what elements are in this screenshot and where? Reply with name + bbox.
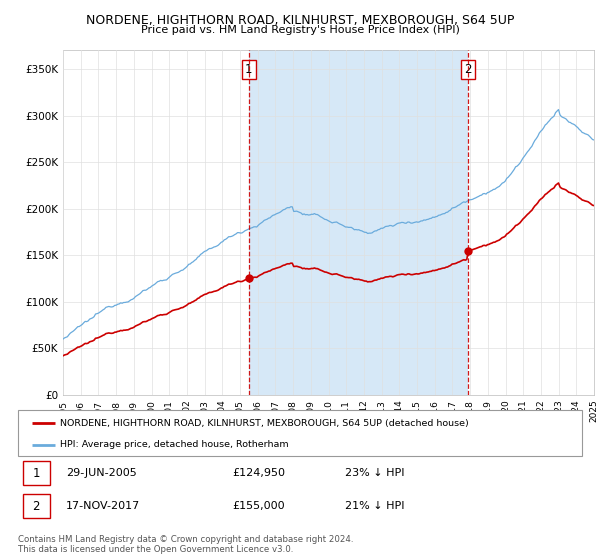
Text: 1: 1: [245, 63, 253, 76]
Text: 29-JUN-2005: 29-JUN-2005: [66, 468, 137, 478]
Text: 21% ↓ HPI: 21% ↓ HPI: [345, 501, 404, 511]
Text: 23% ↓ HPI: 23% ↓ HPI: [345, 468, 404, 478]
Text: Contains HM Land Registry data © Crown copyright and database right 2024.
This d: Contains HM Land Registry data © Crown c…: [18, 535, 353, 554]
FancyBboxPatch shape: [23, 494, 50, 519]
Text: NORDENE, HIGHTHORN ROAD, KILNHURST, MEXBOROUGH, S64 5UP (detached house): NORDENE, HIGHTHORN ROAD, KILNHURST, MEXB…: [60, 419, 469, 428]
FancyBboxPatch shape: [18, 410, 582, 456]
Text: 17-NOV-2017: 17-NOV-2017: [66, 501, 140, 511]
Text: £155,000: £155,000: [232, 501, 285, 511]
Text: HPI: Average price, detached house, Rotherham: HPI: Average price, detached house, Roth…: [60, 440, 289, 450]
Text: 2: 2: [464, 63, 472, 76]
Text: 1: 1: [32, 466, 40, 479]
Text: £124,950: £124,950: [232, 468, 286, 478]
Text: Price paid vs. HM Land Registry's House Price Index (HPI): Price paid vs. HM Land Registry's House …: [140, 25, 460, 35]
Text: NORDENE, HIGHTHORN ROAD, KILNHURST, MEXBOROUGH, S64 5UP: NORDENE, HIGHTHORN ROAD, KILNHURST, MEXB…: [86, 14, 514, 27]
Text: 2: 2: [32, 500, 40, 513]
Bar: [249, 50, 468, 395]
FancyBboxPatch shape: [23, 461, 50, 485]
